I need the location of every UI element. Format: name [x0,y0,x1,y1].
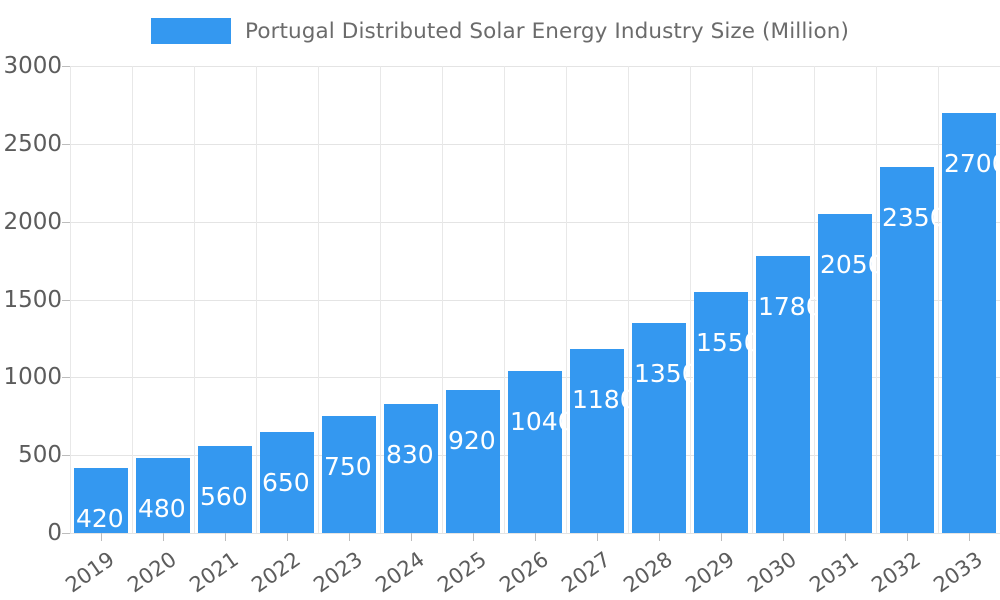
y-tick-mark [62,221,70,223]
bar-value-label: 1780 [758,291,822,321]
y-tick-mark [62,533,70,534]
x-axis-tick-label: 2031 [805,547,863,598]
x-axis-tick-label: 2032 [867,547,925,598]
y-gridline [70,221,1000,223]
bar-value-label: 2700 [944,148,1000,178]
x-tick-mark [969,533,970,541]
x-axis-tick-label: 2025 [433,547,491,598]
x-gridline [876,66,877,533]
y-axis-tick-label: 2000 [3,208,62,235]
bar-value-label: 420 [76,503,124,533]
x-tick-mark [411,533,412,541]
bar[interactable] [570,349,624,533]
x-gridline [938,66,939,533]
x-gridline [318,66,319,533]
y-axis-tick-label: 500 [18,442,62,469]
x-tick-mark [101,533,102,541]
chart-legend: Portugal Distributed Solar Energy Indust… [0,14,1000,48]
legend-color-swatch [151,18,232,44]
plot-area: 0 500 1000 1500 2000 2500 3000 420 2019 480 2020 56… [3,53,1000,597]
bar-value-label: 920 [448,425,496,455]
y-axis-tick-label: 1500 [3,286,62,313]
y-tick-mark [62,377,70,379]
bar-value-label: 480 [138,494,186,524]
bar-value-label: 560 [200,481,248,511]
x-tick-mark [349,533,350,541]
bar-value-label: 650 [262,467,310,497]
x-tick-mark [597,533,598,541]
x-tick-mark [721,533,722,541]
bar-value-label: 750 [324,452,372,482]
x-gridline [814,66,815,533]
bar[interactable] [384,403,438,533]
bar[interactable] [942,112,996,533]
bar-value-label: 1180 [572,385,636,415]
x-axis-tick-label: 2020 [123,547,181,598]
x-gridline [752,66,753,533]
bar[interactable] [260,431,314,533]
y-axis-tick-label: 1000 [3,364,62,391]
x-tick-mark [473,533,474,541]
bar[interactable] [632,322,686,533]
y-axis-tick-label: 2500 [3,130,62,157]
x-gridline [690,66,691,533]
bar-value-label: 1550 [696,327,760,357]
x-axis-tick-label: 2029 [681,547,739,598]
x-axis-tick-label: 2026 [495,547,553,598]
x-tick-mark [659,533,660,541]
x-gridline [132,66,133,533]
x-axis-tick-label: 2033 [929,547,987,598]
x-gridline [566,66,567,533]
x-axis-tick-label: 2022 [247,547,305,598]
bar[interactable] [74,467,128,533]
x-tick-mark [845,533,846,541]
bar[interactable] [880,167,934,533]
bar[interactable] [136,458,190,533]
x-axis-tick-label: 2030 [743,547,801,598]
x-gridline [256,66,257,533]
x-gridline [194,66,195,533]
x-gridline [504,66,505,533]
y-axis-tick-label: 3000 [3,53,62,79]
bar[interactable] [756,255,810,533]
x-axis-tick-label: 2019 [61,547,119,598]
x-gridline [380,66,381,533]
x-axis-tick-label: 2027 [557,547,615,598]
bar[interactable] [694,291,748,533]
x-tick-mark [907,533,908,541]
x-tick-mark [783,533,784,541]
x-axis-tick-label: 2024 [371,547,429,598]
x-tick-mark [163,533,164,541]
x-gridline [70,66,71,533]
x-axis-tick-label: 2028 [619,547,677,598]
bar[interactable] [198,445,252,533]
legend-label: Portugal Distributed Solar Energy Indust… [245,18,849,44]
y-axis-tick-label: 0 [47,520,62,546]
bar-value-label: 830 [386,439,434,469]
x-tick-mark [535,533,536,541]
x-gridline [442,66,443,533]
y-tick-mark [62,299,70,301]
x-axis-tick-label: 2023 [309,547,367,598]
y-tick-mark [62,66,70,67]
y-tick-mark [62,143,70,145]
x-axis-tick-label: 2021 [185,547,243,598]
x-gridline [628,66,629,533]
bar[interactable] [508,371,562,533]
bar-value-label: 1350 [634,358,698,388]
bar-value-label: 2350 [882,203,946,233]
bar[interactable] [322,416,376,533]
bar-value-label: 1040 [510,407,574,437]
x-tick-mark [225,533,226,541]
y-gridline [70,143,1000,145]
y-gridline [70,299,1000,301]
bar-value-label: 2050 [820,249,884,279]
x-tick-mark [287,533,288,541]
y-tick-mark [62,455,70,457]
bar[interactable] [446,389,500,533]
bar[interactable] [818,213,872,533]
y-gridline [70,66,1000,67]
